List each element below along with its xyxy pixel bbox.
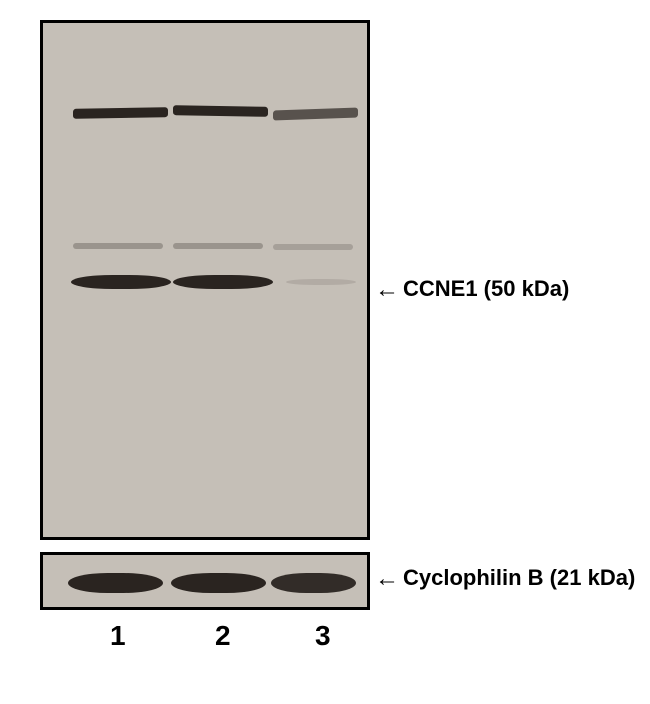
ccne1-label: ←CCNE1 (50 kDa) [375, 276, 569, 304]
lane-number-2: 2 [215, 620, 231, 652]
band-mid-lane1 [73, 243, 163, 249]
lane-number-1: 1 [110, 620, 126, 652]
western-blot-figure: ←CCNE1 (50 kDa) ←Cyclophilin B (21 kDa) … [40, 20, 610, 610]
band-mid-lane3 [273, 244, 353, 250]
blot-main-panel [40, 20, 370, 540]
band-cyclophilin-lane2 [171, 573, 266, 593]
arrow-left-icon: ← [375, 276, 399, 304]
band-ccne1-lane1 [71, 275, 171, 289]
band-ccne1-lane3 [286, 279, 356, 285]
blot-loading-panel [40, 552, 370, 610]
band-cyclophilin-lane1 [68, 573, 163, 593]
band-mid-lane2 [173, 243, 263, 249]
ccne1-label-text: CCNE1 (50 kDa) [403, 276, 569, 301]
lane-number-3: 3 [315, 620, 331, 652]
band-cyclophilin-lane3 [271, 573, 356, 593]
arrow-left-icon: ← [375, 565, 399, 593]
band-top-lane3 [273, 108, 358, 121]
cyclophilin-label: ←Cyclophilin B (21 kDa) [375, 565, 635, 593]
band-ccne1-lane2 [173, 275, 273, 289]
band-top-lane1 [73, 107, 168, 119]
band-top-lane2 [173, 105, 268, 117]
cyclophilin-label-text: Cyclophilin B (21 kDa) [403, 565, 635, 590]
